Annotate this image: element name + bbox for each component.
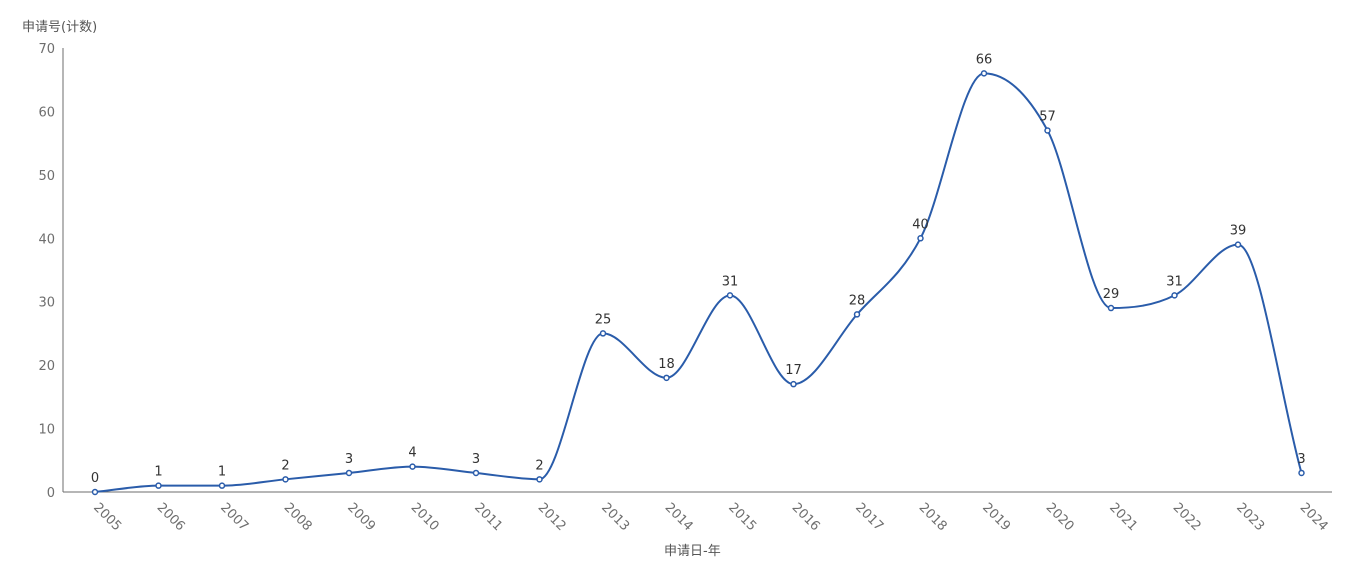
data-label: 0: [91, 471, 99, 486]
data-label: 39: [1230, 224, 1247, 239]
series-line: [95, 73, 1302, 492]
data-label: 25: [595, 312, 612, 327]
x-tick-label: 2011: [471, 500, 505, 534]
data-point[interactable]: [791, 382, 796, 387]
data-point[interactable]: [1236, 242, 1241, 247]
data-label: 29: [1103, 287, 1120, 302]
x-tick-label: 2019: [979, 500, 1013, 534]
data-point[interactable]: [1299, 470, 1304, 475]
y-tick-label: 0: [47, 486, 55, 501]
data-label: 31: [1166, 274, 1183, 289]
data-point[interactable]: [220, 483, 225, 488]
x-tick-label: 2006: [154, 500, 188, 534]
series-layer: [93, 71, 1305, 495]
y-axis: 0 10 20 30 40 50 60 70: [38, 42, 63, 501]
y-tick-label: 30: [38, 296, 55, 311]
x-tick-label: 2007: [217, 500, 251, 534]
x-tick-label: 2005: [90, 500, 124, 534]
data-label: 18: [658, 357, 675, 372]
data-label: 1: [154, 465, 162, 480]
data-label: 31: [722, 274, 739, 289]
x-tick-label: 2017: [852, 500, 886, 534]
data-label: 2: [281, 458, 289, 473]
data-point[interactable]: [93, 490, 98, 495]
data-label: 17: [785, 363, 802, 378]
data-point[interactable]: [410, 464, 415, 469]
y-tick-label: 20: [38, 359, 55, 374]
data-label: 3: [472, 452, 480, 467]
x-tick-label: 2008: [281, 500, 315, 534]
data-label: 40: [912, 217, 929, 232]
x-tick-label: 2020: [1043, 500, 1077, 534]
x-tick-label: 2023: [1233, 500, 1267, 534]
x-tick-label: 2014: [662, 500, 696, 534]
data-point[interactable]: [1172, 293, 1177, 298]
x-tick-label: 2015: [725, 500, 759, 534]
data-point[interactable]: [728, 293, 733, 298]
data-label: 66: [976, 52, 993, 67]
data-label: 57: [1039, 109, 1056, 124]
y-tick-label: 10: [38, 423, 55, 438]
x-tick-label: 2021: [1106, 500, 1140, 534]
data-point[interactable]: [474, 470, 479, 475]
data-point[interactable]: [664, 375, 669, 380]
data-point[interactable]: [283, 477, 288, 482]
data-point[interactable]: [156, 483, 161, 488]
x-tick-label: 2010: [408, 500, 442, 534]
data-point[interactable]: [1109, 306, 1114, 311]
data-label: 3: [345, 452, 353, 467]
data-label: 3: [1297, 452, 1305, 467]
x-tick-label: 2016: [789, 500, 823, 534]
data-point[interactable]: [347, 470, 352, 475]
data-point[interactable]: [855, 312, 860, 317]
y-tick-label: 50: [38, 169, 55, 184]
data-point[interactable]: [601, 331, 606, 336]
x-tick-label: 2018: [916, 500, 950, 534]
x-tick-label: 2013: [598, 500, 632, 534]
y-tick-label: 70: [38, 42, 55, 57]
data-label: 4: [408, 446, 416, 461]
x-tick-label: 2022: [1170, 500, 1204, 534]
data-label: 1: [218, 465, 226, 480]
data-point[interactable]: [982, 71, 987, 76]
data-labels: 0112343225183117284066572931393: [91, 52, 1306, 486]
data-point[interactable]: [537, 477, 542, 482]
x-tick-label: 2009: [344, 500, 378, 534]
y-tick-label: 60: [38, 105, 55, 120]
data-point[interactable]: [1045, 128, 1050, 133]
x-tick-label: 2024: [1297, 500, 1331, 534]
data-label: 28: [849, 293, 866, 308]
data-label: 2: [535, 458, 543, 473]
x-tick-label: 2012: [535, 500, 569, 534]
data-point[interactable]: [918, 236, 923, 241]
y-tick-label: 40: [38, 232, 55, 247]
x-axis: 2005 2006 2007 2008 2009 2010 2011 2012 2013 2014…: [63, 492, 1332, 534]
